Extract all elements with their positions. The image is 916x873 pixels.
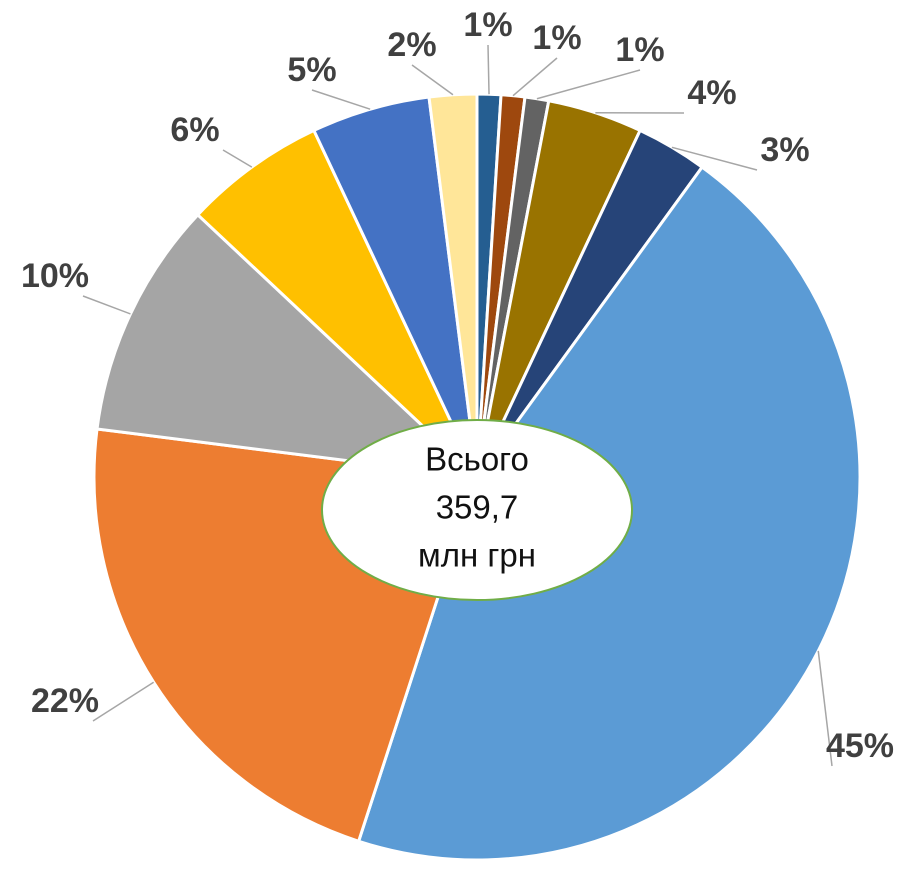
leader-line [93, 682, 154, 721]
center-label: Всього [425, 441, 529, 478]
data-label: 1% [532, 19, 581, 57]
center-label: 359,7 [436, 489, 519, 526]
data-label: 2% [387, 26, 436, 64]
data-label: 1% [463, 6, 512, 44]
leader-line [223, 150, 252, 167]
leader-line [83, 296, 130, 314]
leader-line [537, 70, 640, 99]
leader-line [513, 58, 557, 96]
data-label: 5% [287, 51, 336, 89]
leader-line [412, 65, 453, 95]
data-label: 22% [31, 682, 99, 720]
leader-line [312, 90, 370, 109]
center-label: млн грн [418, 537, 536, 574]
data-label: 1% [615, 31, 664, 69]
data-label: 4% [687, 74, 736, 112]
data-label: 10% [21, 257, 89, 295]
data-label: 3% [760, 131, 809, 169]
data-label: 6% [170, 111, 219, 149]
leader-line [488, 45, 489, 94]
data-label: 45% [826, 727, 894, 765]
